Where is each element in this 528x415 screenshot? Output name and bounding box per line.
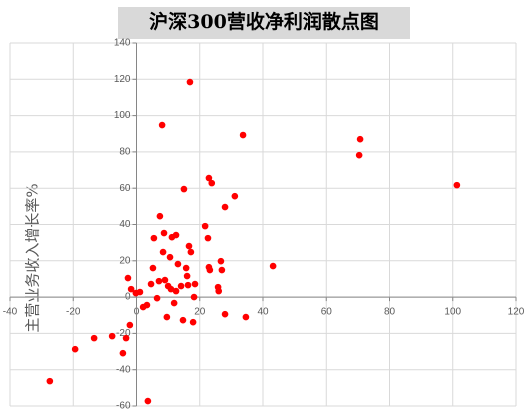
point [187,248,195,256]
point [127,285,135,293]
point [186,78,194,86]
y-tick-label: 20 [119,255,131,266]
point [124,274,132,282]
point [155,277,163,285]
point [355,151,363,159]
point [122,334,130,342]
x-tick-label: 40 [257,307,269,318]
point [144,397,152,405]
point [153,294,161,302]
point [218,266,226,274]
point [158,121,166,129]
point [108,332,116,340]
point [172,287,180,295]
point [143,301,151,309]
chart-title: 沪深300营收净利润散点图 [149,10,379,33]
point [183,272,191,280]
y-axis-label: 主营业务收入增长率% [24,183,42,332]
point [126,321,134,329]
x-tick-label: 120 [508,307,525,318]
point [242,313,250,321]
point [159,248,167,256]
x-tick-label: -40 [3,307,18,318]
y-tick-label: -20 [116,328,131,339]
x-tick-label: 60 [321,307,333,318]
point [206,266,214,274]
point [160,229,168,237]
point [191,280,199,288]
point [205,174,213,182]
point [163,313,171,321]
point [189,318,197,326]
point [174,260,182,268]
point [71,345,79,353]
point [453,181,461,189]
y-tick-label: 80 [119,147,131,158]
y-tick-label: 40 [119,219,131,230]
point [201,222,209,230]
point [185,242,193,250]
x-tick-label: 100 [444,307,461,318]
x-tick-label: -20 [66,307,81,318]
point [269,262,277,270]
point [167,285,175,293]
point [180,185,188,193]
point [166,253,174,261]
y-tick-label: 120 [114,74,131,85]
point [170,299,178,307]
point [182,264,190,272]
y-tick-label: -60 [116,401,131,412]
y-tick-label: 60 [119,183,131,194]
point [136,288,144,296]
y-tick-label: 140 [114,38,131,49]
point [90,334,98,342]
point [184,281,192,289]
title-background [118,7,410,39]
point [356,135,364,143]
point [161,276,169,284]
point [231,192,239,200]
point [190,293,198,301]
point [172,231,180,239]
x-tick-label: 20 [194,307,206,318]
point [156,212,164,220]
point [217,257,225,265]
point [119,349,127,357]
point [150,234,158,242]
point [147,280,155,288]
point [221,203,229,211]
point [46,377,54,385]
point [239,131,247,139]
y-tick-label: -40 [116,364,131,375]
point [215,287,223,295]
point [179,316,187,324]
point [177,282,185,290]
point [208,179,216,187]
point [221,310,229,318]
point [149,264,157,272]
x-tick-label: 80 [384,307,396,318]
point [204,234,212,242]
y-tick-label: 100 [114,110,131,121]
